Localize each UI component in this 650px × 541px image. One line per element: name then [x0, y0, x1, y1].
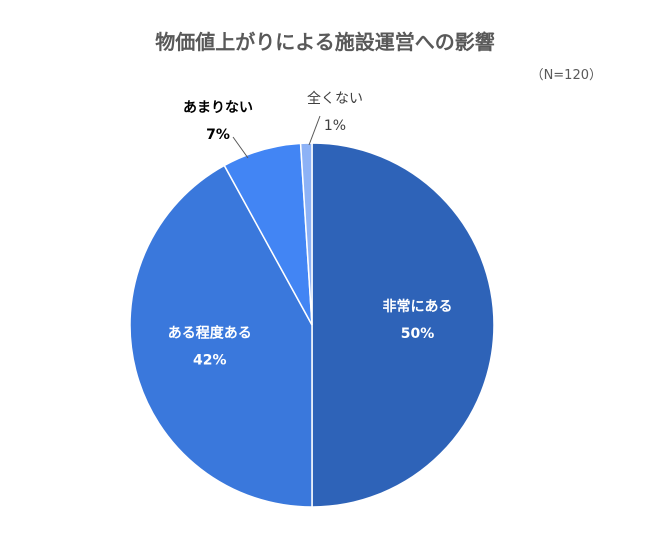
leader-line: [308, 115, 321, 146]
slice-label: 全くない: [307, 90, 363, 107]
leader-line: [232, 136, 249, 159]
pie-slice: [311, 142, 495, 508]
slice-label: ある程度ある: [168, 324, 252, 341]
pie-slice: [129, 164, 313, 508]
slice-value-label: 1%: [324, 118, 346, 134]
slice-value-label: 7%: [206, 127, 230, 143]
chart-title: 物価値上がりによる施設運営への影響: [155, 30, 495, 54]
slice-label: あまりない: [183, 100, 253, 116]
slice-value-label: 42%: [193, 352, 227, 368]
pie-slice: [299, 142, 313, 326]
sample-size-note: （N=120）: [530, 68, 602, 83]
slice-value-label: 50%: [401, 326, 435, 342]
slice-label: 非常にある: [383, 298, 453, 315]
